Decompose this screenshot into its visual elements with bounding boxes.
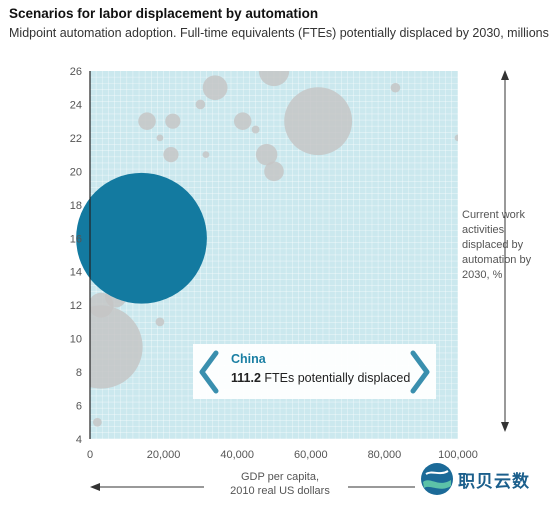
x-axis-label: GDP per capita, 2010 real US dollars xyxy=(205,470,355,498)
country-bubble[interactable] xyxy=(454,134,462,142)
y-tick-label: 12 xyxy=(70,300,82,312)
callout-country: China xyxy=(231,352,266,366)
y-axis-side-label: Current work activities displaced by aut… xyxy=(462,209,532,281)
y-tick-label: 20 xyxy=(70,166,82,178)
country-bubble[interactable] xyxy=(233,112,252,130)
x-tick-label: 20,000 xyxy=(147,449,181,461)
country-bubble[interactable] xyxy=(155,317,165,327)
country-bubble[interactable] xyxy=(251,125,260,134)
country-bubble[interactable] xyxy=(390,82,401,93)
y-tick-label: 4 xyxy=(76,434,82,446)
country-bubble[interactable] xyxy=(92,417,102,427)
y-tick-label: 18 xyxy=(70,200,82,212)
x-tick-label: 60,000 xyxy=(294,449,328,461)
callout-value: 111.2 xyxy=(231,371,261,385)
watermark: 职贝云数 xyxy=(420,462,530,496)
country-bubble[interactable] xyxy=(258,56,290,87)
country-bubble[interactable] xyxy=(163,147,179,163)
country-bubble[interactable] xyxy=(165,113,181,129)
china-callout: China 111.2 FTEs potentially displaced xyxy=(193,344,436,399)
x-tick-label: 80,000 xyxy=(368,449,402,461)
y-direction-arrow xyxy=(501,70,509,432)
country-bubble[interactable] xyxy=(202,75,228,101)
country-bubble[interactable] xyxy=(59,305,143,389)
watermark-logo-icon xyxy=(421,463,453,495)
x-tick-label: 100,000 xyxy=(438,449,478,461)
country-bubble[interactable] xyxy=(284,87,353,156)
y-tick-label: 6 xyxy=(76,401,82,413)
country-bubble[interactable] xyxy=(264,161,284,182)
callout-description: FTEs potentially displaced xyxy=(264,371,411,385)
y-tick-labels: 4 6 8 10 12 14 16 18 20 22 24 26 xyxy=(70,66,82,446)
country-bubble[interactable] xyxy=(195,99,206,110)
callout-text: 111.2 FTEs potentially displaced xyxy=(231,371,410,385)
x-tick-label: 40,000 xyxy=(220,449,254,461)
chevron-left-icon[interactable] xyxy=(198,350,220,394)
x-direction-arrow xyxy=(90,483,415,491)
chart-title: Scenarios for labor displacement by auto… xyxy=(9,6,319,21)
bubbles xyxy=(59,56,462,427)
country-bubble[interactable] xyxy=(255,143,278,166)
y-tick-label: 26 xyxy=(70,66,82,78)
y-tick-label: 14 xyxy=(70,267,82,279)
y-tick-label: 10 xyxy=(70,334,82,346)
x-tick-label: 0 xyxy=(87,449,93,461)
chevron-right-icon[interactable] xyxy=(409,350,431,394)
country-bubble[interactable] xyxy=(156,134,164,142)
chart-subtitle: Midpoint automation adoption. Full-time … xyxy=(9,26,549,40)
x-axis-label-line2: 2010 real US dollars xyxy=(230,485,330,497)
watermark-text: 职贝云数 xyxy=(458,471,530,491)
y-tick-label: 16 xyxy=(70,233,82,245)
china-bubble[interactable] xyxy=(76,172,207,304)
y-tick-label: 24 xyxy=(70,99,82,111)
x-tick-labels: 0 20,000 40,000 60,000 80,000 100,000 xyxy=(87,449,478,461)
country-bubble[interactable] xyxy=(202,151,210,159)
x-axis-label-line1: GDP per capita, xyxy=(240,471,320,483)
country-bubble[interactable] xyxy=(138,112,156,130)
y-tick-label: 8 xyxy=(76,367,82,379)
y-tick-label: 22 xyxy=(70,133,82,145)
china-layer xyxy=(76,172,207,304)
